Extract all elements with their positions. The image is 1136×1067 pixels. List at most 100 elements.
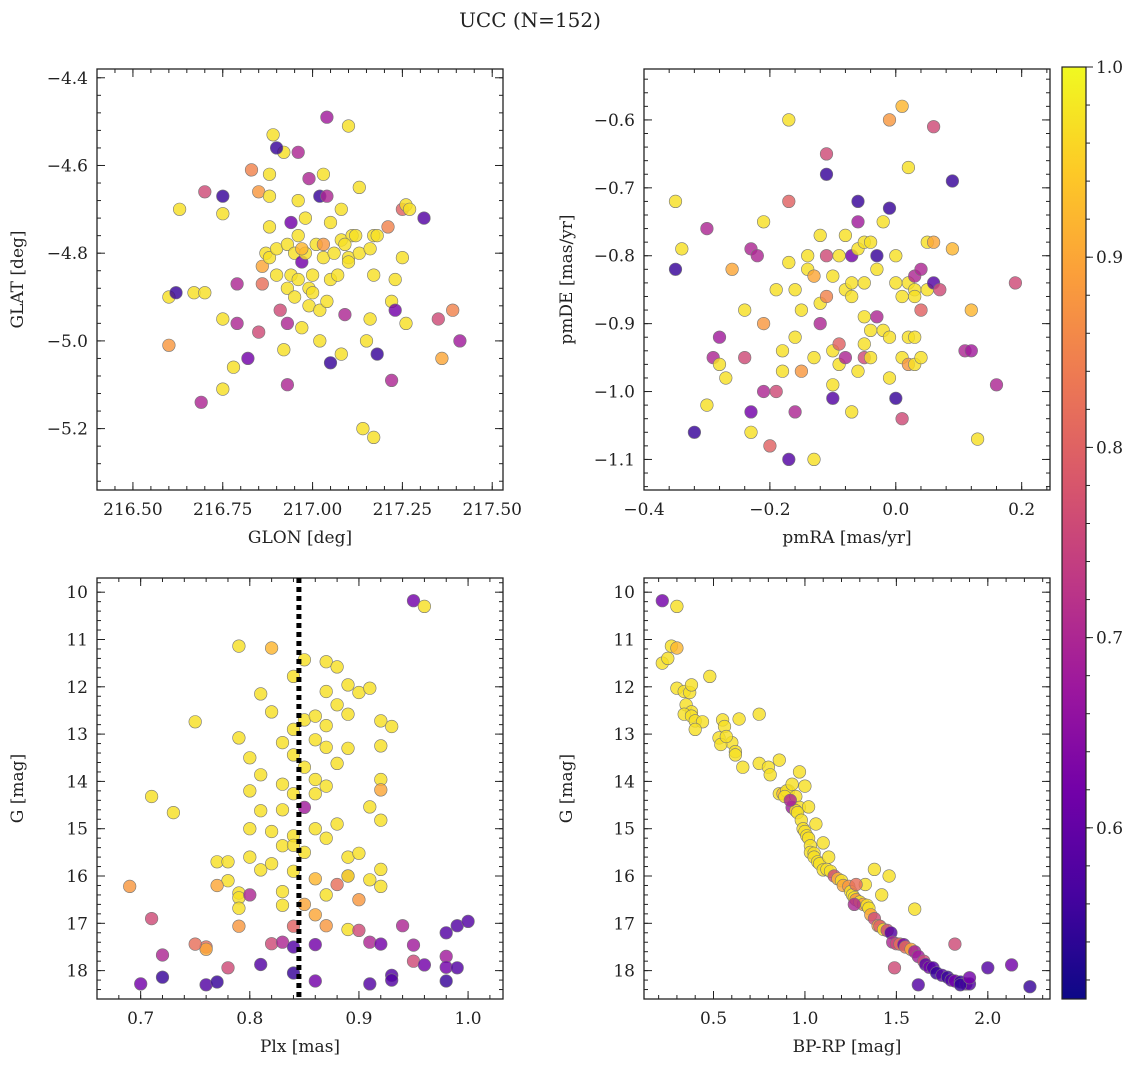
x-ticks: 0.5 1.0 1.5 2.0: [658, 578, 1044, 1029]
data-point: [166, 805, 180, 820]
data-point: [989, 378, 1004, 392]
data-point: [308, 974, 322, 988]
y-tick-label: 18: [613, 962, 635, 982]
data-point: [826, 269, 840, 283]
data-point: [270, 141, 284, 155]
data-point: [319, 919, 333, 933]
panel-plx-g: 0.7 0.8 0.9 1.0 10 11 12 13 14 15 16 17 18 Plx [mas] G…: [8, 577, 504, 1057]
data-point: [908, 289, 922, 304]
data-point: [188, 937, 202, 951]
data-point: [252, 325, 266, 339]
data-point: [363, 977, 377, 991]
data-point: [226, 360, 241, 374]
panel-glon-glat: 216.50 216.75 217.00 217.25 217.50 −5.2 −5.0 −4…: [8, 68, 522, 548]
y-tick-label: −5.0: [47, 332, 88, 352]
y-tick-label: 16: [66, 867, 88, 887]
data-point: [210, 975, 224, 989]
data-point: [291, 272, 305, 287]
data-point: [728, 748, 743, 762]
data-point: [374, 783, 388, 797]
data-point: [243, 784, 257, 798]
data-point: [320, 294, 334, 309]
data-point: [313, 334, 327, 348]
data-point: [822, 850, 836, 864]
figure-title: UCC (N=152): [459, 8, 601, 32]
pmra-axis-label: pmRA [mas/yr]: [782, 528, 911, 548]
data-point: [280, 237, 295, 251]
data-point: [752, 707, 766, 721]
data-point: [908, 902, 922, 916]
data-point: [783, 793, 797, 807]
data-point: [374, 862, 388, 877]
x-tick-label: 0.8: [236, 1009, 263, 1029]
data-point: [838, 351, 853, 365]
data-point: [341, 869, 355, 883]
data-point: [964, 303, 978, 317]
y-tick-label: 12: [66, 678, 88, 698]
data-point: [374, 714, 388, 728]
data-point: [675, 242, 689, 256]
data-point: [155, 970, 170, 984]
data-point: [801, 249, 815, 263]
data-point: [363, 312, 377, 326]
data-point: [857, 276, 871, 290]
y-tick-label: 13: [613, 725, 635, 745]
data-point: [298, 211, 313, 225]
data-point: [363, 873, 377, 887]
data-point: [851, 364, 865, 378]
data-point: [403, 202, 417, 216]
data-point: [302, 172, 316, 186]
data-point: [288, 290, 302, 304]
y-tick-label: 12: [613, 678, 635, 698]
data-point: [926, 235, 941, 249]
data-point: [744, 405, 758, 419]
y-ticks: 10 11 12 13 14 15 16 17 18: [613, 582, 1050, 1000]
y-tick-label: −0.8: [594, 247, 635, 267]
x-ticks: −0.4 −0.2 0.0 0.2: [623, 69, 1048, 520]
x-tick-label: 1.0: [455, 1009, 482, 1029]
data-point: [334, 347, 348, 361]
data-point: [684, 678, 699, 692]
y-tick-label: −0.7: [594, 179, 635, 199]
data-point: [813, 317, 827, 331]
data-point: [291, 145, 305, 159]
data-point: [338, 237, 352, 251]
data-point: [370, 229, 384, 243]
data-point: [882, 869, 896, 883]
x-tick-label: 0.2: [1008, 500, 1035, 520]
plot-frame: [96, 68, 504, 491]
data-point: [145, 789, 159, 804]
data-point: [265, 937, 279, 951]
data-point: [845, 289, 859, 304]
data-point: [926, 120, 941, 134]
data-point: [173, 202, 187, 216]
y-ticks: 10 11 12 13 14 15 16 17 18: [66, 582, 503, 1000]
data-point: [319, 655, 333, 669]
data-point: [255, 259, 269, 273]
x-ticks: 216.50 216.75 217.00 217.25 217.50: [96, 69, 522, 520]
data-point: [216, 382, 230, 396]
data-point: [341, 119, 356, 133]
data-point: [700, 398, 714, 412]
scatter-points: [123, 594, 475, 992]
data-point: [417, 958, 432, 972]
data-point: [221, 855, 235, 869]
data-point: [275, 935, 290, 949]
x-tick-label: 0.9: [345, 1009, 372, 1029]
data-point: [330, 698, 344, 712]
x-tick-label: 1.5: [883, 1009, 910, 1029]
y-tick-label: 17: [66, 914, 88, 934]
data-point: [703, 669, 717, 684]
data-point: [262, 220, 277, 234]
y-tick-label: 14: [66, 772, 88, 792]
data-point: [819, 167, 834, 181]
y-ticks: −1.1 −1.0 −0.9 −0.8 −0.7 −0.6: [594, 78, 1050, 488]
data-point: [306, 286, 320, 300]
data-point: [895, 412, 909, 426]
data-point: [945, 174, 960, 188]
data-point: [265, 857, 279, 871]
data-point: [763, 768, 777, 782]
data-point: [210, 878, 224, 893]
data-point: [882, 201, 897, 215]
